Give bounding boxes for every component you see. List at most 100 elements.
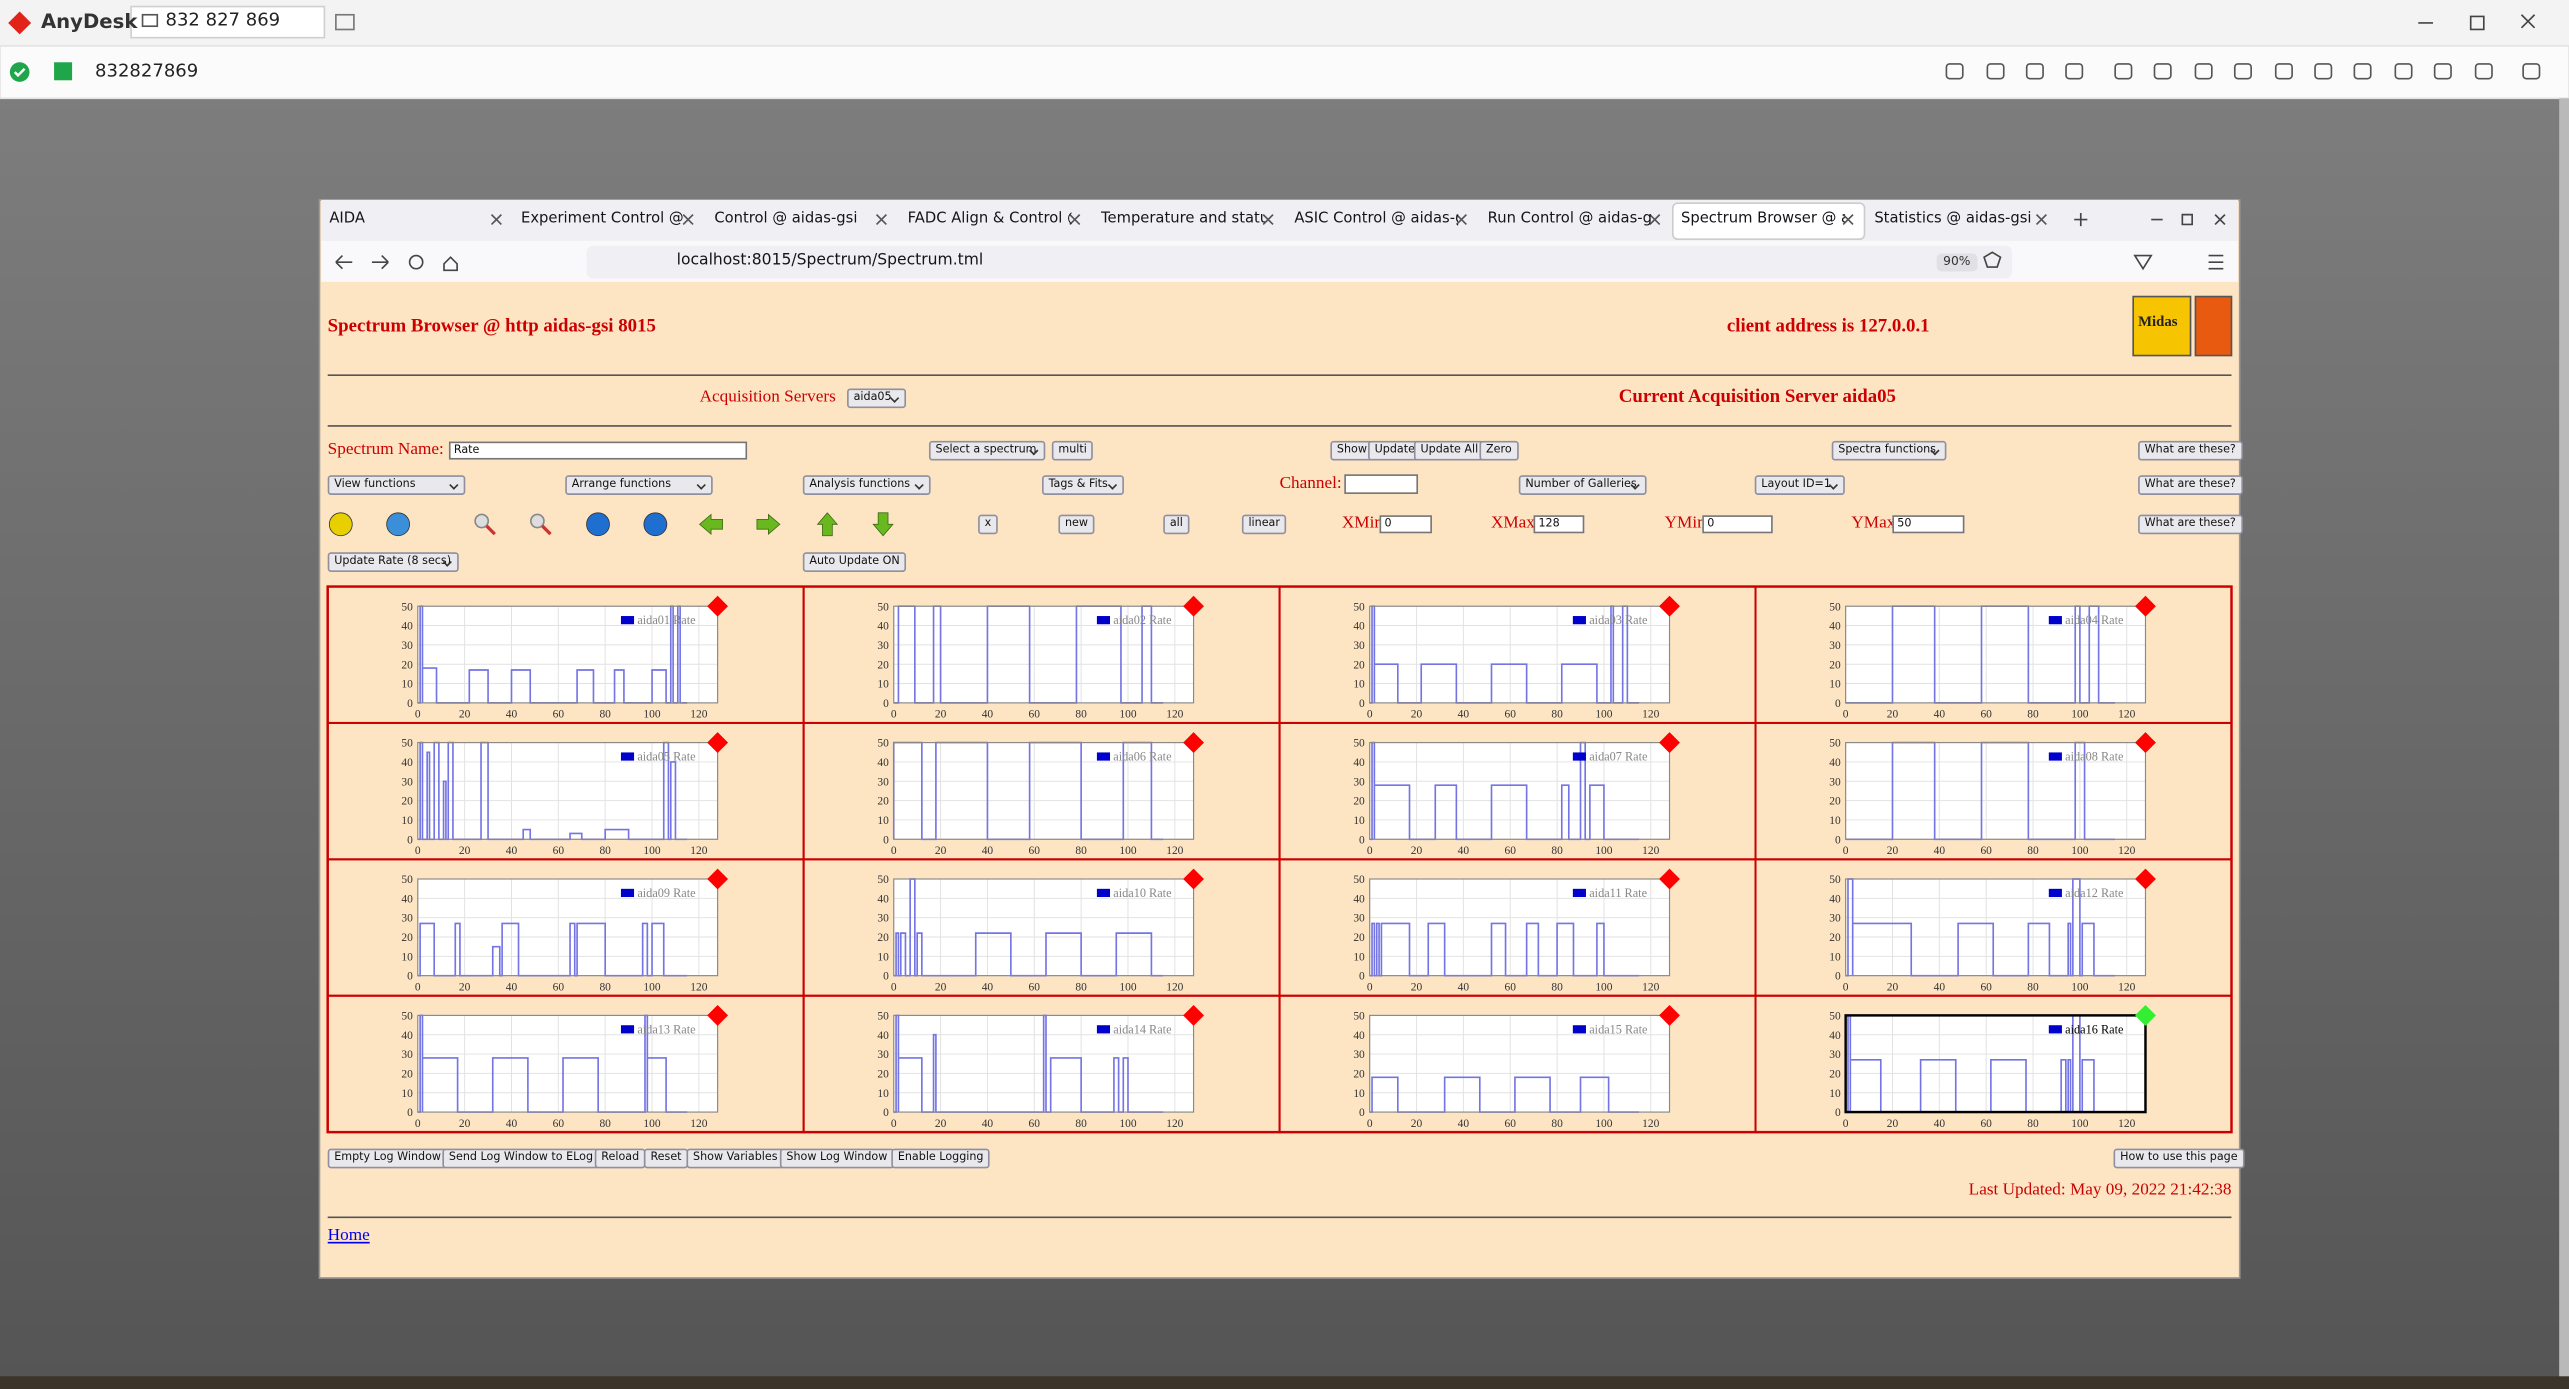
tab-close[interactable] [1262, 214, 1274, 226]
toolbar-icon[interactable] [2233, 63, 2252, 80]
toolbar-icon[interactable] [1986, 63, 2005, 80]
limit-input[interactable]: 128 [1533, 515, 1585, 534]
tool-icon[interactable] [530, 513, 545, 529]
toolbar-icon[interactable] [2394, 63, 2413, 80]
button[interactable]: Send Log Window to ELog [442, 1148, 600, 1169]
menu-select[interactable]: View functions [327, 475, 466, 495]
tab-close[interactable] [490, 214, 502, 226]
button[interactable]: new [1058, 514, 1095, 534]
server-select[interactable]: aida05 [847, 388, 907, 408]
browser-tab[interactable]: AIDA [329, 211, 365, 228]
menu-select[interactable]: Update Rate (8 secs) [327, 552, 459, 572]
menu-select[interactable]: Arrange functions [565, 475, 713, 495]
spectrum-select[interactable]: Select a spectrum [928, 440, 1046, 461]
toolbar-icon[interactable] [2025, 63, 2044, 80]
toolbar-icon[interactable] [1945, 63, 1964, 80]
button[interactable]: Update [1368, 440, 1422, 461]
menu-select[interactable]: Number of Galleries [1518, 475, 1647, 495]
button[interactable]: Auto Update ON [802, 552, 907, 572]
home-icon[interactable] [443, 256, 458, 272]
help-button[interactable]: What are these? [2138, 440, 2243, 461]
toolbar-icon[interactable] [2194, 63, 2213, 80]
toolbar-icon[interactable] [2353, 63, 2372, 80]
new-session-icon[interactable] [335, 13, 355, 31]
address-box[interactable] [130, 5, 326, 39]
button[interactable]: Update All [1413, 440, 1485, 461]
tool-icons[interactable] [328, 512, 894, 537]
toolbar-icons[interactable] [1945, 63, 2541, 80]
toolbar-icon[interactable] [2433, 63, 2452, 80]
browser-tab[interactable]: Spectrum Browser @ ai [1680, 211, 1845, 228]
tab-close[interactable] [875, 214, 887, 226]
toolbar-icon[interactable] [2314, 63, 2333, 80]
tab-close-icons[interactable] [490, 214, 2047, 226]
toolbar-icon[interactable] [2114, 63, 2133, 80]
browser-tab[interactable]: Run Control @ aidas-gsi [1487, 211, 1652, 228]
active-tab[interactable] [1671, 202, 1866, 241]
remote-address[interactable]: 832 827 869 [165, 9, 281, 31]
url-bar[interactable] [586, 245, 2012, 279]
button[interactable]: multi [1051, 440, 1094, 461]
tab-close[interactable] [1455, 214, 1467, 226]
help-button[interactable]: What are these? [2138, 514, 2243, 534]
window-controls[interactable] [2418, 14, 2536, 31]
button[interactable]: Zero [1479, 440, 1519, 461]
browser-tab[interactable]: Control @ aidas-gsi [714, 211, 858, 228]
menu-select[interactable]: Tags & Fits [1042, 475, 1124, 495]
zoom-level[interactable]: 90% [1936, 253, 1978, 271]
tool-icon[interactable] [485, 524, 496, 536]
tab-close[interactable] [1649, 214, 1661, 226]
tool-icon[interactable] [474, 513, 490, 529]
tab-close[interactable] [1069, 214, 1081, 226]
browser-tab[interactable]: ASIC Control @ aidas-gs [1294, 211, 1459, 228]
toolbar-icon[interactable] [2065, 63, 2084, 80]
toolbar-icon[interactable] [2522, 63, 2541, 80]
button[interactable]: all [1163, 514, 1190, 534]
tool-icon[interactable] [386, 512, 411, 537]
tool-icon[interactable] [872, 512, 894, 537]
button[interactable]: x [978, 514, 998, 534]
button[interactable]: Reset [643, 1148, 689, 1169]
tool-icon[interactable] [586, 512, 610, 537]
tool-icon[interactable] [816, 512, 839, 537]
tool-icon[interactable] [541, 524, 552, 536]
tab-close[interactable] [1842, 214, 1854, 226]
url[interactable]: localhost:8015/Spectrum/Spectrum.tml [676, 251, 984, 270]
toolbar-icon[interactable] [2153, 63, 2172, 80]
status-marker[interactable] [2135, 868, 2156, 890]
spectrum-name-input[interactable]: Rate [448, 441, 748, 460]
page-actions[interactable] [1983, 251, 2224, 271]
toolbar-icon[interactable] [2274, 63, 2293, 80]
help-button[interactable]: What are these? [2138, 475, 2243, 495]
browser-tab[interactable]: Experiment Control @ ai [521, 211, 685, 228]
button[interactable]: Reload [594, 1148, 646, 1169]
menu-select[interactable]: Analysis functions [802, 475, 931, 495]
toolbar-icon[interactable] [2474, 63, 2493, 80]
button[interactable]: Show Log Window [779, 1148, 894, 1169]
limit-input[interactable]: 0 [1702, 515, 1773, 534]
button[interactable]: Show Variables [686, 1148, 785, 1169]
tab-close[interactable] [2035, 214, 2047, 226]
button[interactable]: Enable Logging [891, 1148, 991, 1169]
browser-tab[interactable]: FADC Align & Control @ [907, 211, 1072, 228]
nav-icons[interactable] [335, 212, 2226, 270]
menu-select[interactable]: Layout ID=1 [1754, 475, 1845, 495]
menu-select[interactable]: Spectra functions [1831, 440, 1947, 461]
tool-icon[interactable] [328, 512, 353, 537]
reload-icon[interactable] [408, 254, 424, 270]
button[interactable]: Show [1330, 440, 1374, 461]
button[interactable]: Empty Log Window [327, 1148, 448, 1169]
home-link[interactable]: Home [327, 1227, 370, 1246]
browser-tab[interactable]: Temperature and status [1101, 211, 1265, 228]
tool-icon[interactable] [698, 513, 723, 536]
button[interactable]: How to use this page [2113, 1148, 2245, 1169]
button[interactable]: linear [1241, 514, 1287, 534]
browser-tab[interactable]: Statistics @ aidas-gsi [1874, 211, 2032, 228]
channel-input[interactable] [1344, 474, 1419, 494]
tab-close[interactable] [682, 214, 694, 226]
limit-input[interactable]: 0 [1379, 515, 1432, 534]
tool-icon[interactable] [756, 513, 781, 536]
status-marker[interactable] [2135, 1004, 2156, 1026]
limit-input[interactable]: 50 [1892, 515, 1965, 534]
tool-icon[interactable] [643, 512, 668, 537]
